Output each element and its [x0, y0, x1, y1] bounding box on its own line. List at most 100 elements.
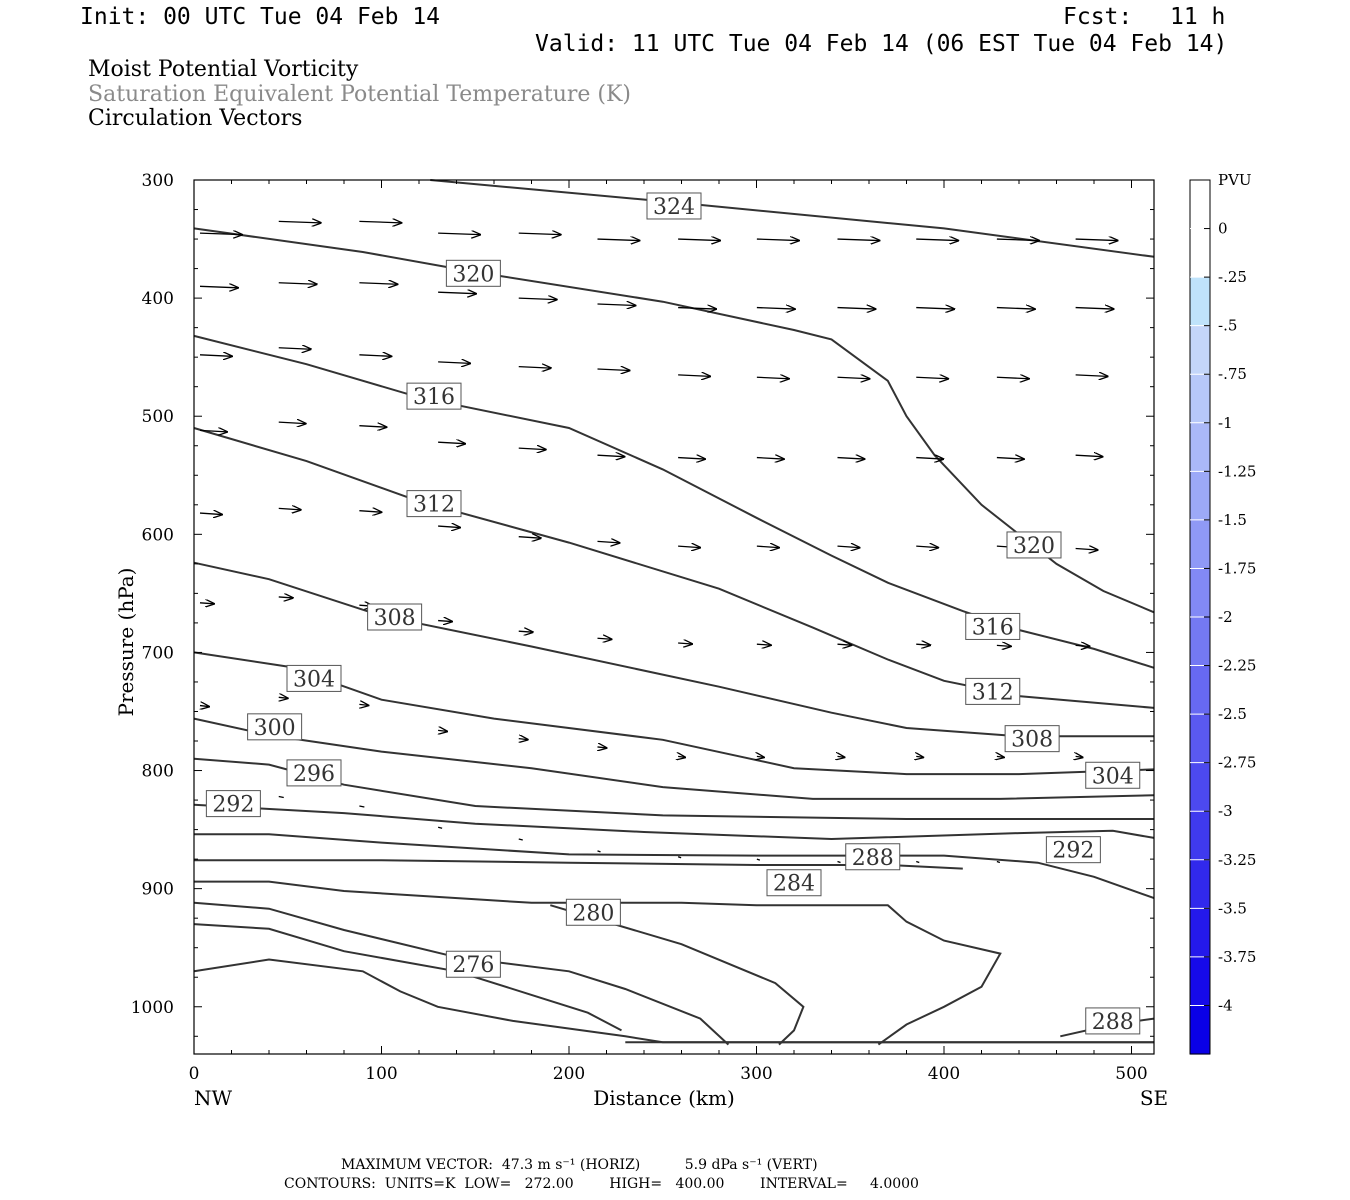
circulation-vector: [597, 541, 620, 543]
colorbar: PVU 0 -.25 -.5 -.75 -1 -1.25 -1.5 -1.75 -2 -2.25 -2…: [1189, 171, 1256, 1055]
contour-label: 316: [972, 615, 1014, 640]
contour-label: 320: [1013, 534, 1055, 559]
circulation-vector: [837, 308, 876, 310]
circulation-vector: [598, 747, 607, 748]
contour-label-box: [646, 192, 702, 220]
colorbar-tick-label: -.75: [1218, 365, 1247, 383]
contour-label-box: [845, 843, 901, 871]
circulation-vector: [996, 308, 1035, 310]
x-end-label-se: SE: [1140, 1086, 1168, 1110]
plot-frame: [193, 179, 1155, 1055]
contour-label: 300: [254, 716, 296, 741]
colorbar-swatch: [1190, 568, 1210, 618]
colorbar-swatch: [1190, 277, 1210, 327]
circulation-vector: [359, 426, 386, 428]
contour-line: [193, 757, 1154, 820]
contour-label-box: [965, 677, 1021, 705]
circulation-vector: [838, 756, 845, 757]
circulation-vector: [916, 458, 943, 460]
circulation-vector: [279, 697, 288, 698]
circulation-vector: [756, 546, 779, 548]
colorbar-swatch: [1190, 519, 1210, 570]
colorbar-swatch: [1190, 956, 1210, 1007]
contour-label-box: [565, 898, 621, 926]
valid-time: Valid: 11 UTC Tue 04 Feb 14 (06 EST Tue …: [535, 31, 1228, 57]
circulation-vector: [756, 308, 795, 310]
colorbar-tick-label: -2.75: [1218, 754, 1256, 772]
circulation-vector: [678, 756, 685, 757]
circulation-vector: [518, 838, 523, 841]
contour-label-box: [406, 382, 462, 410]
contour-label-box: [445, 950, 501, 978]
colorbar-tick-label: -1.75: [1218, 559, 1256, 577]
contour-label-box: [1006, 531, 1062, 559]
colorbar-tick-label: -2: [1218, 608, 1233, 626]
circulation-vector: [199, 286, 238, 288]
circulation-vector: [996, 645, 1011, 646]
circulation-vector: [278, 508, 301, 510]
contour-label-box: [1045, 836, 1101, 864]
colorbar-swatch: [1190, 228, 1210, 278]
cross-section-chart: 3243203163123083043002962922802762842883…: [114, 171, 1256, 1110]
contour-info: CONTOURS: UNITS=K LOW= 272.00 HIGH= 400.…: [284, 1176, 919, 1192]
contour-label: 296: [293, 762, 335, 787]
circulation-vector: [757, 756, 764, 757]
circulation-vector: [996, 458, 1024, 460]
colorbar-swatch: [1190, 422, 1210, 472]
circulation-vector: [916, 239, 958, 241]
colorbar-swatch: [1190, 714, 1210, 764]
colorbar-tick-label: -2.5: [1218, 705, 1247, 723]
circulation-vector: [278, 597, 293, 598]
colorbar-swatch: [1190, 762, 1210, 812]
contour-label-box: [205, 790, 261, 818]
x-end-label-nw: NW: [194, 1086, 233, 1110]
colorbar-swatch: [1190, 180, 1210, 230]
circulation-vector: [1075, 239, 1118, 241]
contour-label: 288: [852, 846, 894, 871]
y-tick-label: 900: [142, 880, 174, 900]
circulation-vector: [1075, 548, 1098, 550]
forecast-hour: 11 h: [1170, 4, 1226, 30]
circulation-vector: [359, 704, 368, 705]
contour-line: [193, 561, 1154, 738]
circulation-vector: [199, 430, 227, 432]
contour-label: 288: [1092, 1010, 1134, 1035]
circulation-vector: [678, 375, 710, 377]
circulation-vector: [438, 526, 460, 528]
x-tick-label: 100: [365, 1064, 397, 1084]
circulation-vector: [438, 730, 447, 731]
y-tick-label: 1000: [131, 998, 174, 1018]
circulation-vector: [518, 448, 546, 450]
circulation-vector: [278, 348, 311, 350]
circulation-vector: [278, 221, 321, 223]
colorbar-tick-label: -.25: [1218, 268, 1247, 286]
circulation-vector: [518, 233, 561, 235]
circulation-vector: [997, 756, 1004, 757]
title-mpv: Moist Potential Vorticity: [88, 57, 359, 82]
circulation-vector: [756, 377, 789, 379]
contour-label-box: [286, 759, 342, 787]
contour-line: [194, 880, 1002, 1046]
circulation-vector: [678, 308, 716, 310]
colorbar-swatch: [1190, 1005, 1210, 1055]
contour-label: 280: [572, 901, 614, 926]
circulation-vector: [199, 233, 242, 235]
circulation-vector: [916, 644, 930, 645]
contour-label-box: [1004, 725, 1060, 753]
circulation-vector: [756, 458, 784, 460]
theta-es-contours: [193, 179, 1155, 1046]
contour-label-box: [965, 612, 1021, 640]
title-theta-es: Saturation Equivalent Potential Temperat…: [88, 82, 631, 107]
x-axis-label: Distance (km): [593, 1086, 735, 1110]
contour-label-box: [367, 603, 423, 631]
contour-label-box: [1085, 761, 1141, 789]
circulation-vector: [837, 860, 841, 864]
colorbar-tick-label: -3.75: [1218, 948, 1256, 966]
circulation-vector: [756, 239, 799, 241]
contour-label: 324: [653, 195, 695, 220]
x-tick-label: 400: [928, 1064, 960, 1084]
colorbar-tick-label: -1.5: [1218, 511, 1247, 529]
contour-line: [193, 334, 1155, 669]
contour-label-box: [406, 490, 462, 518]
contour-label-box: [766, 869, 822, 897]
